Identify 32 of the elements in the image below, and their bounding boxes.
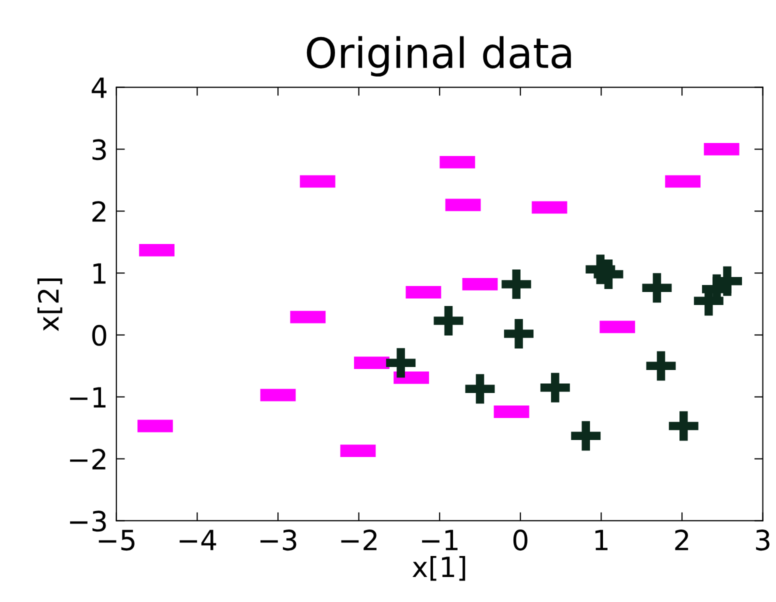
- x-tick-label: −2: [341, 530, 376, 550]
- point: [434, 306, 464, 336]
- y-tick-label: 4: [92, 78, 107, 98]
- point: [386, 348, 416, 378]
- y-tick-label: −2: [70, 448, 106, 470]
- y-axis-title: x[2]: [37, 278, 62, 332]
- point: [712, 266, 742, 296]
- y-tick-label: 1: [93, 263, 106, 284]
- x-tick-label: −4: [180, 530, 216, 550]
- x-tick-label: 2: [675, 530, 688, 550]
- x-tick-label: 1: [595, 530, 608, 550]
- point: [646, 351, 676, 381]
- point: [504, 319, 534, 348]
- y-tick-label: 3: [92, 139, 106, 160]
- point: [642, 273, 672, 303]
- y-tick-label: −1: [70, 387, 106, 408]
- x-tick-label: 0: [513, 530, 528, 551]
- x-tick-label: −3: [260, 530, 296, 551]
- x-tick-label: 3: [756, 530, 770, 551]
- y-tick-label: 0: [92, 324, 106, 346]
- point: [594, 260, 624, 290]
- point: [571, 421, 601, 451]
- point: [540, 372, 570, 402]
- point: [502, 269, 532, 299]
- y-tick-label: 2: [92, 201, 106, 222]
- point: [465, 374, 495, 404]
- x-tick-label: −5: [98, 530, 134, 551]
- point: [668, 411, 698, 441]
- x-axis-title: x[1]: [412, 556, 466, 581]
- x-tick-label: −1: [422, 530, 458, 550]
- chart-title: Original data: [306, 36, 571, 77]
- y-tick-label: −3: [70, 510, 106, 532]
